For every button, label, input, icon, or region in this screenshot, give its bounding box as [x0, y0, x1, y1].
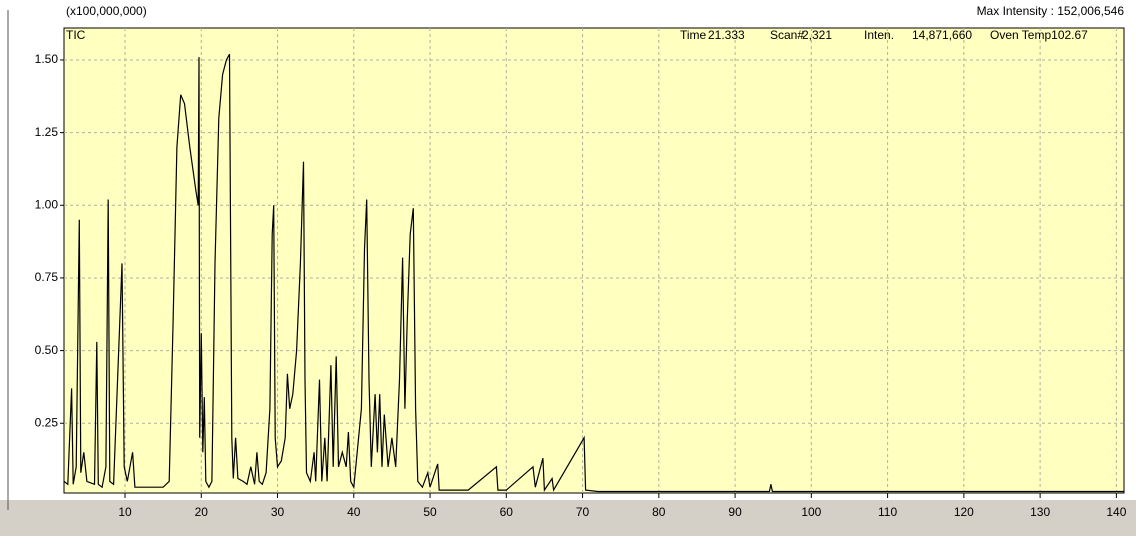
x-tick-label: 80	[652, 505, 666, 519]
x-tick-label: 40	[347, 505, 361, 519]
x-tick-label: 130	[1030, 505, 1050, 519]
status-text: Time	[680, 28, 707, 42]
x-tick-label: 120	[954, 505, 974, 519]
x-tick-label: 10	[118, 505, 132, 519]
x-tick-label: 30	[271, 505, 285, 519]
x-tick-label: 60	[500, 505, 514, 519]
y-tick-label: 1.50	[35, 52, 59, 66]
x-tick-label: 90	[728, 505, 742, 519]
y-tick-label: 1.00	[35, 197, 59, 211]
x-tick-label: 140	[1106, 505, 1126, 519]
x-tick-label: 110	[878, 505, 897, 519]
status-text: 2,321	[802, 28, 832, 42]
x-tick-label: 50	[423, 505, 437, 519]
status-text: 14,871,660	[912, 28, 972, 42]
x-tick-label: 70	[576, 505, 590, 519]
max-intensity: Max Intensity : 152,006,546	[977, 4, 1125, 18]
status-text: Oven Temp102.67	[990, 28, 1088, 42]
y-tick-label: 0.25	[35, 415, 59, 429]
y-tick-label: 0.50	[35, 343, 59, 357]
y-tick-label: 0.75	[35, 270, 59, 284]
x-tick-label: 20	[195, 505, 209, 519]
tic-line	[63, 53, 1124, 493]
status-text: Scan#	[770, 28, 804, 42]
y-axis-label: (x100,000,000)	[66, 4, 147, 18]
status-text: Inten.	[864, 28, 894, 42]
legend-label: TIC	[66, 28, 86, 42]
status-strip	[0, 500, 1136, 536]
status-text: 21.333	[708, 28, 745, 42]
x-tick-label: 100	[801, 505, 821, 519]
plot-area	[63, 27, 1125, 494]
y-tick-label: 1.25	[35, 125, 59, 139]
